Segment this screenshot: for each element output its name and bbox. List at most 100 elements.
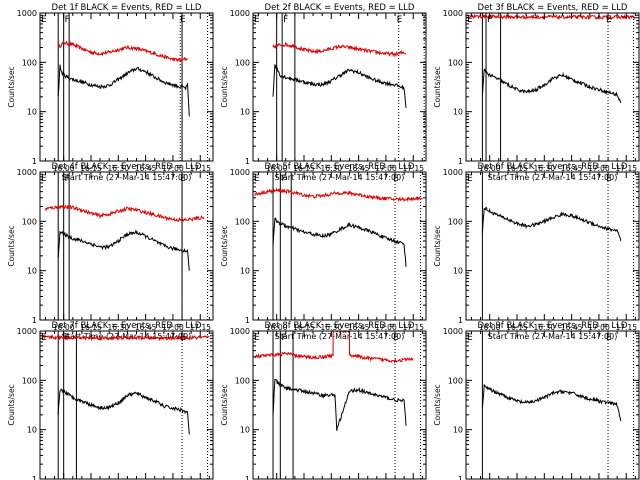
series-line-events	[57, 388, 190, 435]
y-tick-label: 1	[245, 316, 250, 325]
chart-panel-4: Det 4f BLACK = Events, RED = LLD E E F 1 10 10…	[7, 162, 214, 341]
series-line-events	[481, 383, 622, 422]
y-tick-label: 1	[32, 157, 37, 166]
y-tick-label: 10	[240, 426, 250, 435]
x-tick-label: 17:00	[162, 164, 184, 173]
series-line-lld	[467, 13, 636, 21]
marker-f-label: F	[65, 174, 70, 184]
plot-frame	[465, 330, 640, 480]
marker-f-label: F	[65, 333, 70, 343]
x-tick-label: 16:45	[348, 164, 370, 173]
plot-frame	[252, 12, 427, 162]
y-tick-label: 1	[458, 157, 463, 166]
x-tick-label: 16:15	[506, 323, 528, 332]
marker-e-label: E	[393, 174, 399, 184]
y-tick-label: 1000	[443, 9, 463, 18]
plot-frame	[39, 171, 214, 321]
marker-e-label: E	[467, 174, 473, 184]
marker-e-label: E	[606, 174, 612, 184]
y-axis-label: Counts/sec	[220, 225, 229, 266]
x-tick-label: 17:15	[402, 323, 424, 332]
marker-f-label: F	[281, 174, 286, 184]
y-tick-label: 1000	[17, 327, 37, 336]
x-tick-label: 16:15	[506, 164, 528, 173]
series-line-lld	[272, 41, 407, 58]
chart-title: Det 5f BLACK = Events, RED = LLD	[265, 162, 415, 172]
x-tick-label: 16:30	[107, 323, 129, 332]
plot-frame	[39, 12, 214, 162]
marker-e-label: E	[41, 333, 47, 343]
y-tick-label: 10	[27, 426, 37, 435]
x-tick-label: 17:15	[189, 323, 211, 332]
y-tick-label: 100	[448, 217, 463, 226]
y-tick-label: 10	[453, 426, 463, 435]
chart-panel-9: Det 9f BLACK = Events, RED = LLD E E 1 10 100…	[433, 321, 640, 480]
plot-data	[45, 203, 205, 271]
y-tick-label: 100	[235, 376, 250, 385]
y-tick-label: 100	[22, 58, 37, 67]
x-tick-label: 17:00	[588, 323, 610, 332]
y-tick-label: 1	[32, 316, 37, 325]
y-tick-label: 1000	[17, 168, 37, 177]
chart-title: Det 9f BLACK = Events, RED = LLD	[478, 321, 628, 331]
chart-title: Det 2f BLACK = Events, RED = LLD	[265, 3, 415, 13]
x-axis-label: Start Time (27-Mar-14 15:47:00)	[275, 173, 405, 182]
y-tick-label: 10	[27, 108, 37, 117]
plot-data	[254, 331, 414, 431]
chart-title: Det 3f BLACK = Events, RED = LLD	[478, 3, 628, 13]
y-axis-label: Counts/sec	[7, 384, 16, 425]
y-axis-label: Counts/sec	[7, 66, 16, 107]
x-tick-label: 16:15	[293, 164, 315, 173]
y-tick-label: 100	[22, 376, 37, 385]
x-axis-label: Start Time (27-Mar-14 15:47:00)	[488, 332, 618, 341]
x-tick-label: 16:30	[533, 323, 555, 332]
marker-e-label: E	[467, 15, 473, 25]
y-tick-label: 1	[32, 475, 37, 480]
x-tick-label: 16:00	[266, 164, 288, 173]
x-tick-label: 17:15	[615, 323, 637, 332]
marker-f-label: F	[281, 333, 286, 343]
x-tick-label: 17:00	[162, 323, 184, 332]
series-line-lld	[254, 187, 423, 203]
chart-panel-2: Det 2f BLACK = Events, RED = LLD E E F 1 10 10…	[220, 3, 427, 182]
y-tick-label: 10	[240, 108, 250, 117]
plot-frame	[252, 330, 427, 480]
y-tick-label: 1000	[230, 168, 250, 177]
series-line-events	[481, 206, 622, 242]
series-line-events	[272, 64, 407, 108]
marker-f-label: F	[65, 15, 70, 25]
x-tick-label: 16:30	[107, 164, 129, 173]
plot-data	[272, 41, 407, 108]
x-tick-label: 16:30	[320, 164, 342, 173]
x-tick-label: 17:00	[375, 323, 397, 332]
chart-title: Det 1f BLACK = Events, RED = LLD	[52, 3, 202, 13]
plot-data	[254, 187, 423, 267]
marker-e-label: E	[397, 15, 403, 25]
x-tick-label: 16:45	[561, 323, 583, 332]
x-tick-label: 17:15	[189, 164, 211, 173]
y-tick-label: 100	[22, 217, 37, 226]
x-tick-label: 16:45	[135, 323, 157, 332]
y-axis-label: Counts/sec	[433, 384, 442, 425]
x-tick-label: 16:15	[80, 323, 102, 332]
y-tick-label: 100	[235, 58, 250, 67]
x-tick-label: 16:30	[533, 164, 555, 173]
y-tick-label: 100	[235, 217, 250, 226]
marker-f-label: F	[487, 15, 492, 25]
series-line-events	[57, 64, 190, 117]
x-tick-label: 16:00	[53, 323, 75, 332]
marker-e-label: E	[180, 333, 186, 343]
x-tick-label: 16:30	[320, 323, 342, 332]
marker-e-label: E	[606, 15, 612, 25]
x-axis-label: Start Time (27-Mar-14 15:47:00)	[275, 332, 405, 341]
plot-frame	[39, 330, 214, 480]
plot-data	[481, 383, 622, 422]
marker-f-label: F	[283, 15, 288, 25]
chart-panel-1: Det 1f BLACK = Events, RED = LLD E E F 1 10 10…	[7, 3, 214, 182]
plot-frame	[252, 171, 427, 321]
plot-frame	[465, 12, 640, 162]
series-line-events	[272, 217, 407, 267]
y-tick-label: 1	[245, 475, 250, 480]
series-line-lld	[41, 333, 210, 342]
